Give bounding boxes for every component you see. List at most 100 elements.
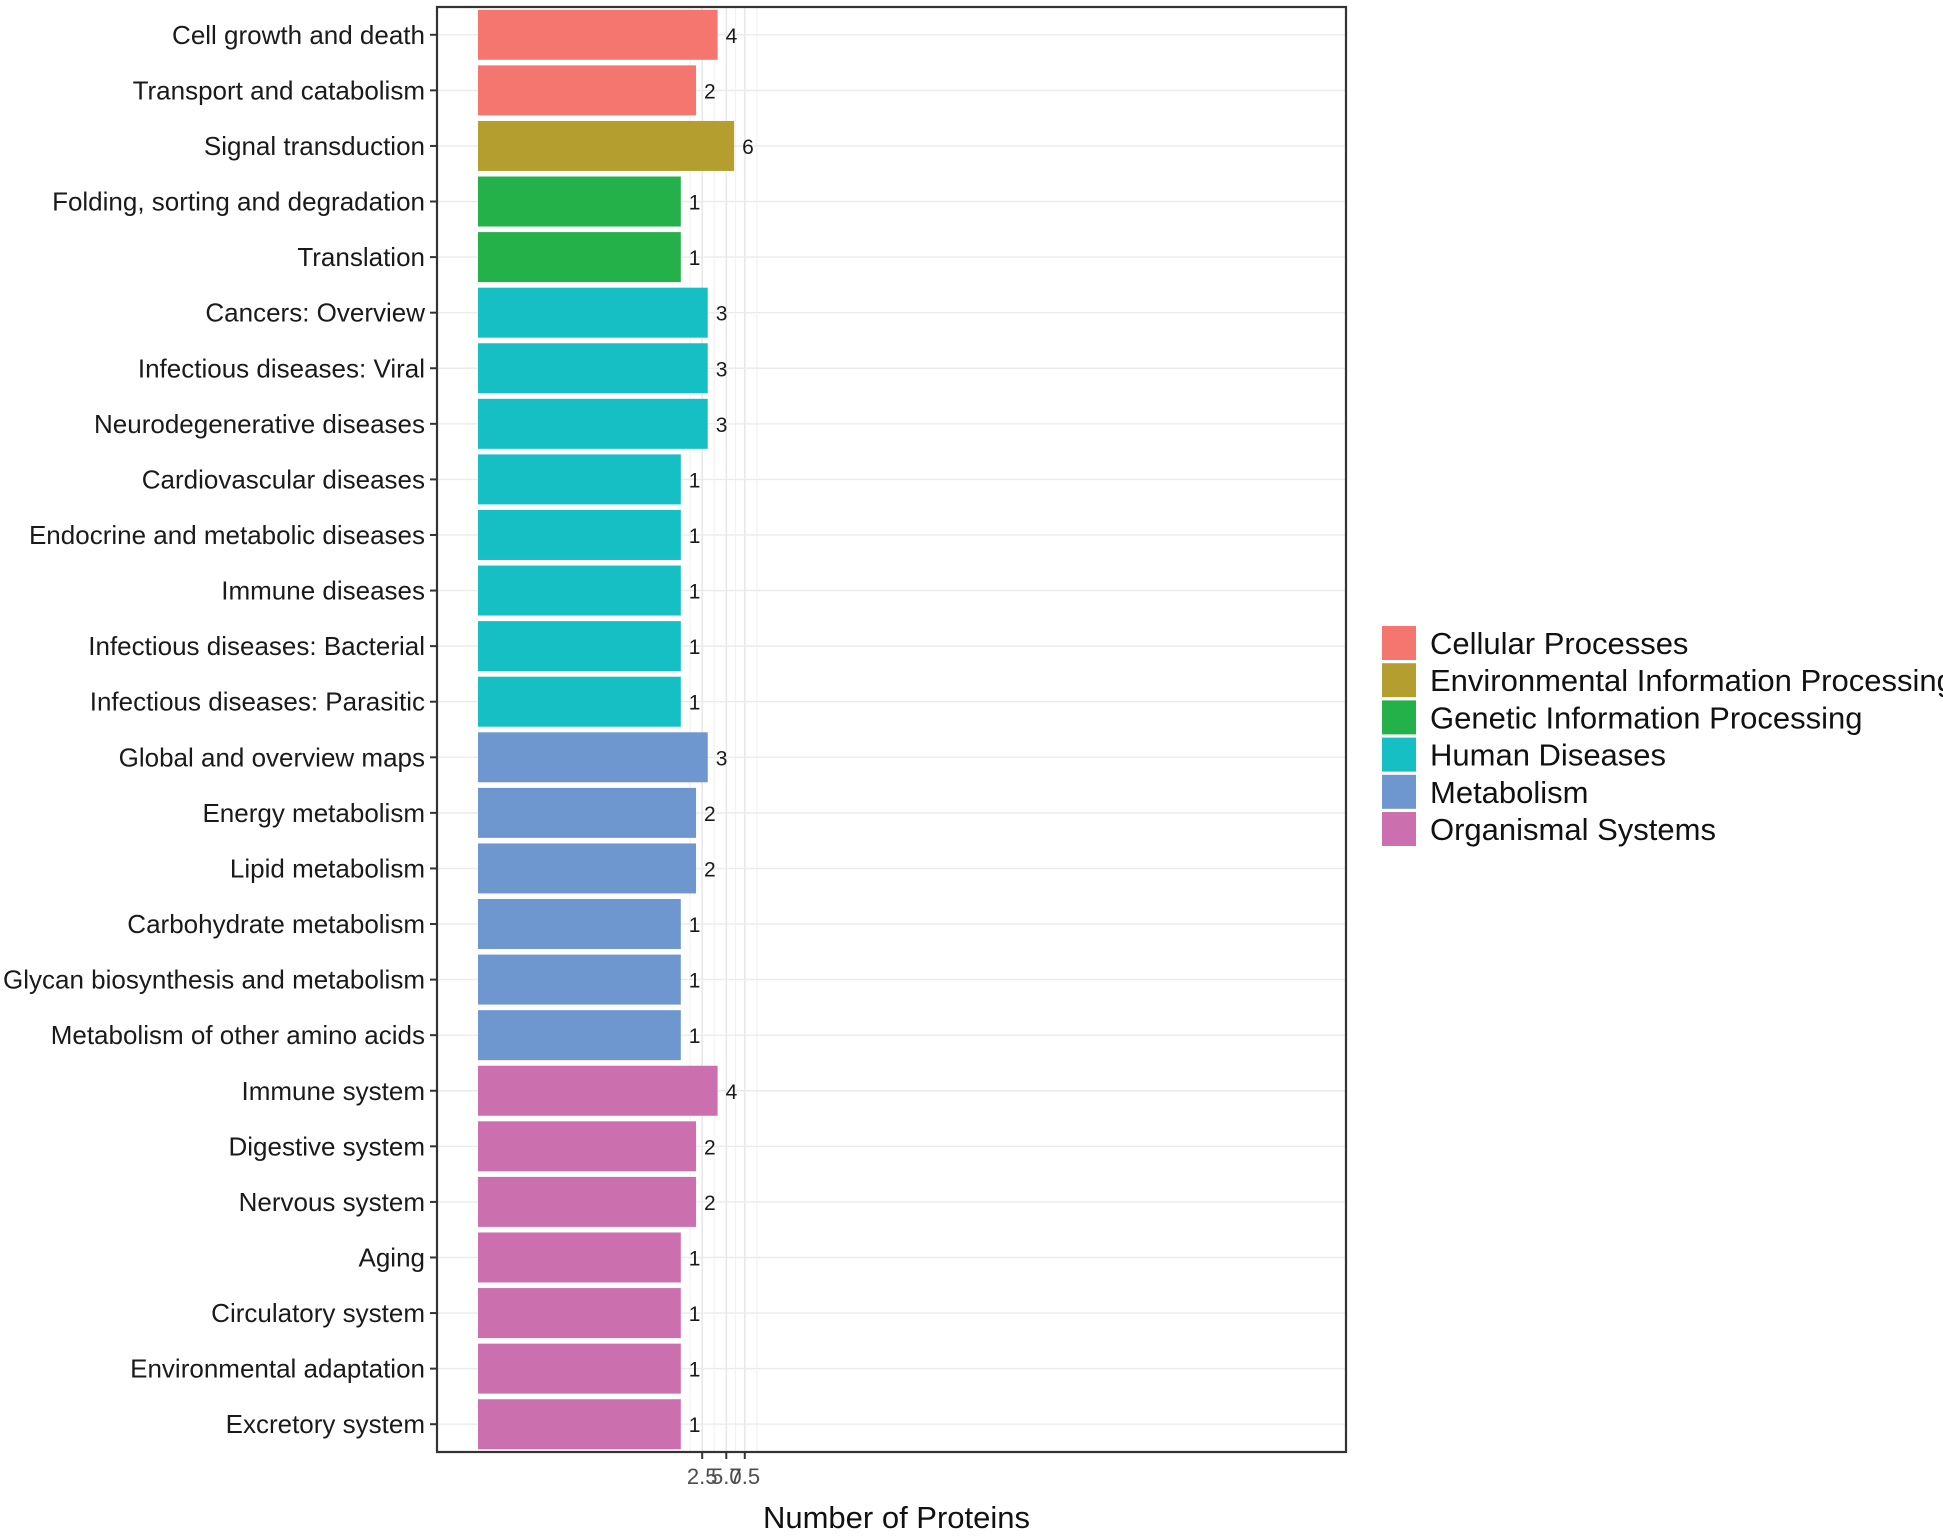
bar-value-label: 2 bbox=[704, 803, 716, 826]
category-label: Environmental adaptation bbox=[130, 1354, 425, 1384]
x-axis: 2.55.07.5 bbox=[687, 1452, 760, 1489]
legend-label: Metabolism bbox=[1430, 775, 1589, 810]
category-label: Cardiovascular diseases bbox=[142, 464, 425, 494]
bar-value-label: 1 bbox=[689, 970, 701, 993]
bar-value-label: 1 bbox=[689, 1414, 701, 1437]
category-label: Immune diseases bbox=[221, 576, 425, 606]
category-label: Immune system bbox=[242, 1076, 426, 1106]
bar-value-label: 3 bbox=[716, 414, 728, 437]
legend-label: Genetic Information Processing bbox=[1430, 700, 1863, 735]
bar-value-label: 3 bbox=[716, 747, 728, 770]
legend-label: Human Diseases bbox=[1430, 738, 1666, 773]
bar-value-label: 2 bbox=[704, 858, 716, 881]
bar bbox=[478, 176, 681, 227]
category-label: Folding, sorting and degradation bbox=[52, 187, 425, 217]
legend-key bbox=[1382, 774, 1416, 809]
bar-value-label: 4 bbox=[726, 1081, 738, 1104]
legend-label: Organismal Systems bbox=[1430, 812, 1716, 847]
x-tick-label: 5.0 bbox=[711, 1464, 742, 1489]
category-label: Excretory system bbox=[226, 1409, 425, 1439]
bar bbox=[478, 509, 681, 560]
category-label: Cell growth and death bbox=[172, 20, 425, 50]
bar bbox=[478, 732, 708, 783]
bar-value-label: 1 bbox=[689, 914, 701, 937]
bar-value-label: 1 bbox=[689, 469, 701, 492]
plot-panel-border bbox=[435, 5, 1348, 1454]
category-label: Digestive system bbox=[229, 1131, 426, 1161]
bar-value-label: 1 bbox=[689, 1247, 701, 1270]
bar bbox=[478, 1010, 681, 1061]
legend-key bbox=[1382, 700, 1416, 735]
legend-key bbox=[1382, 737, 1416, 772]
category-label: Infectious diseases: Parasitic bbox=[90, 687, 425, 717]
legend-key bbox=[1382, 812, 1416, 846]
category-label: Carbohydrate metabolism bbox=[127, 909, 425, 939]
bar-value-label: 1 bbox=[689, 1025, 701, 1048]
bar bbox=[478, 1399, 681, 1450]
bar-value-label: 2 bbox=[704, 80, 716, 103]
bar-value-label: 3 bbox=[716, 358, 728, 381]
bar bbox=[478, 343, 708, 394]
category-label: Cancers: Overview bbox=[205, 298, 425, 328]
x-axis-title: Number of Proteins bbox=[763, 1500, 1030, 1535]
category-label: Global and overview maps bbox=[119, 742, 425, 772]
bar bbox=[478, 621, 681, 672]
category-label: Transport and catabolism bbox=[133, 75, 425, 105]
bar bbox=[478, 398, 708, 449]
category-label: Signal transduction bbox=[204, 131, 425, 161]
legend-label: Environmental Information Processing bbox=[1430, 663, 1943, 698]
bar bbox=[478, 676, 681, 727]
bar bbox=[478, 232, 681, 283]
category-label: Translation bbox=[297, 242, 425, 272]
category-label: Endocrine and metabolic diseases bbox=[29, 520, 425, 550]
bar bbox=[478, 787, 697, 838]
bar bbox=[478, 65, 697, 116]
category-label: Aging bbox=[359, 1242, 426, 1272]
legend-label: Cellular Processes bbox=[1430, 626, 1688, 661]
bar-value-label: 1 bbox=[689, 525, 701, 548]
bar-value-label: 1 bbox=[689, 636, 701, 659]
category-label: Infectious diseases: Bacterial bbox=[88, 631, 425, 661]
bar bbox=[478, 1176, 697, 1227]
bar bbox=[478, 843, 697, 894]
bar bbox=[478, 1232, 681, 1283]
category-label: Glycan biosynthesis and metabolism bbox=[3, 965, 425, 995]
category-label: Circulatory system bbox=[211, 1298, 425, 1328]
bar bbox=[478, 9, 718, 60]
bar-value-label: 4 bbox=[726, 25, 738, 48]
legend-key bbox=[1382, 663, 1416, 698]
bar bbox=[478, 1288, 681, 1339]
bar bbox=[478, 899, 681, 950]
bars bbox=[478, 9, 735, 1450]
bar-value-label: 2 bbox=[704, 1136, 716, 1159]
bar-value-label: 2 bbox=[704, 1192, 716, 1215]
bar-value-label: 1 bbox=[689, 192, 701, 215]
bar bbox=[478, 287, 708, 338]
bar bbox=[478, 954, 681, 1005]
category-label: Lipid metabolism bbox=[230, 853, 425, 883]
bar-value-label: 1 bbox=[689, 581, 701, 604]
y-axis: Cell growth and death Transport and catab… bbox=[3, 20, 437, 1439]
bar-value-label: 1 bbox=[689, 1303, 701, 1326]
bar bbox=[478, 1121, 697, 1172]
bar bbox=[478, 565, 681, 616]
category-label: Neurodegenerative diseases bbox=[94, 409, 425, 439]
bar bbox=[478, 1343, 681, 1394]
bar bbox=[478, 120, 735, 171]
category-label: Metabolism of other amino acids bbox=[51, 1020, 425, 1050]
bar bbox=[478, 454, 681, 505]
bar bbox=[478, 1065, 718, 1116]
x-tick-label: 2.5 bbox=[687, 1464, 718, 1489]
legend-key bbox=[1382, 626, 1416, 660]
category-label: Energy metabolism bbox=[202, 798, 425, 828]
bar-value-label: 1 bbox=[689, 247, 701, 270]
bar-value-label: 6 bbox=[742, 136, 754, 159]
bar-value-label: 3 bbox=[716, 303, 728, 326]
category-label: Nervous system bbox=[239, 1187, 425, 1217]
category-label: Infectious diseases: Viral bbox=[138, 353, 425, 383]
x-tick-label: 7.5 bbox=[729, 1464, 760, 1489]
value-labels: 4 2 6 1 1 3 3 3 1 1 1 1 1 3 2 2 1 1 1 4 2 2 1 1 1 1 bbox=[689, 25, 754, 1437]
